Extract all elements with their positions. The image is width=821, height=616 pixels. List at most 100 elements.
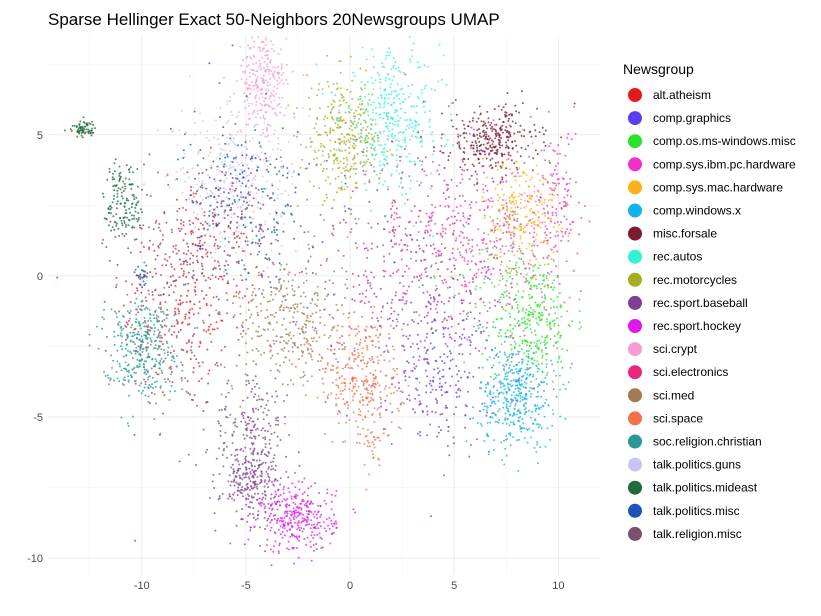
data-point	[370, 305, 373, 308]
data-point	[549, 173, 552, 176]
data-point	[422, 291, 425, 294]
data-point	[442, 335, 445, 338]
data-point	[533, 341, 536, 344]
data-point	[540, 311, 543, 314]
data-point	[363, 302, 366, 305]
data-point	[481, 200, 484, 203]
data-point	[311, 312, 314, 315]
data-point	[541, 335, 543, 338]
data-point	[290, 495, 293, 498]
data-point	[557, 324, 560, 327]
data-point	[456, 278, 459, 281]
data-point	[482, 171, 485, 174]
data-point	[416, 180, 419, 183]
data-point	[407, 85, 410, 87]
data-point	[375, 173, 378, 176]
data-point	[326, 362, 329, 364]
data-point	[399, 131, 402, 133]
data-point	[250, 487, 253, 490]
data-point	[527, 185, 530, 188]
data-point	[137, 311, 140, 314]
data-point	[310, 523, 313, 526]
data-point	[186, 261, 189, 264]
data-point	[345, 270, 348, 273]
data-point	[512, 197, 515, 200]
data-point	[413, 105, 415, 108]
data-point	[526, 318, 529, 321]
data-point	[365, 58, 368, 61]
data-point	[246, 396, 249, 399]
data-point	[344, 111, 347, 114]
data-point	[491, 349, 494, 352]
data-point	[361, 292, 364, 295]
data-point	[463, 225, 466, 228]
data-point	[522, 321, 525, 324]
data-point	[542, 273, 545, 276]
data-point	[563, 301, 566, 304]
data-point	[262, 296, 265, 299]
data-point	[516, 206, 519, 209]
data-point	[394, 386, 397, 389]
data-point	[456, 248, 459, 250]
data-point	[515, 110, 518, 113]
data-point	[342, 96, 345, 99]
data-point	[485, 133, 488, 136]
data-point	[525, 340, 528, 343]
data-point	[400, 258, 403, 261]
data-point	[499, 269, 501, 271]
data-point	[447, 155, 450, 158]
data-point	[323, 160, 326, 163]
data-point	[364, 336, 367, 338]
data-point	[505, 304, 508, 307]
data-point	[197, 218, 200, 221]
data-point	[397, 140, 400, 143]
data-point	[367, 110, 369, 113]
data-point	[384, 76, 387, 79]
data-point	[293, 562, 296, 565]
data-point	[426, 290, 429, 293]
data-point	[387, 73, 390, 76]
data-point	[354, 144, 357, 147]
data-point	[209, 304, 212, 307]
data-point	[368, 181, 371, 183]
data-point	[378, 164, 381, 167]
data-point	[532, 252, 535, 255]
data-point	[479, 113, 482, 116]
data-point	[307, 243, 310, 246]
data-point	[300, 508, 303, 511]
data-point	[454, 384, 457, 387]
data-point	[297, 327, 300, 330]
data-point	[432, 275, 435, 278]
data-point	[245, 503, 248, 506]
data-point	[384, 159, 387, 162]
data-point	[544, 178, 547, 181]
data-point	[302, 375, 305, 378]
data-point	[393, 199, 396, 202]
data-point	[357, 106, 360, 109]
data-point	[488, 301, 491, 304]
data-point	[494, 373, 496, 375]
data-point	[383, 158, 386, 161]
data-point	[533, 123, 536, 126]
data-point	[506, 409, 509, 412]
data-point	[442, 333, 445, 336]
data-point	[342, 398, 345, 400]
data-point	[475, 272, 478, 275]
data-point	[324, 308, 327, 311]
data-point	[387, 97, 390, 100]
data-point	[542, 133, 545, 136]
data-point	[294, 503, 297, 506]
data-point	[524, 327, 527, 330]
data-point	[194, 290, 197, 293]
data-point	[442, 318, 445, 321]
data-point	[279, 364, 282, 367]
data-point	[294, 471, 296, 474]
data-point	[234, 459, 237, 462]
data-point	[451, 317, 454, 320]
data-point	[298, 535, 301, 538]
data-point	[197, 228, 200, 231]
data-point	[386, 127, 389, 130]
data-point	[177, 227, 180, 230]
data-point	[578, 321, 581, 324]
data-point	[534, 333, 537, 336]
